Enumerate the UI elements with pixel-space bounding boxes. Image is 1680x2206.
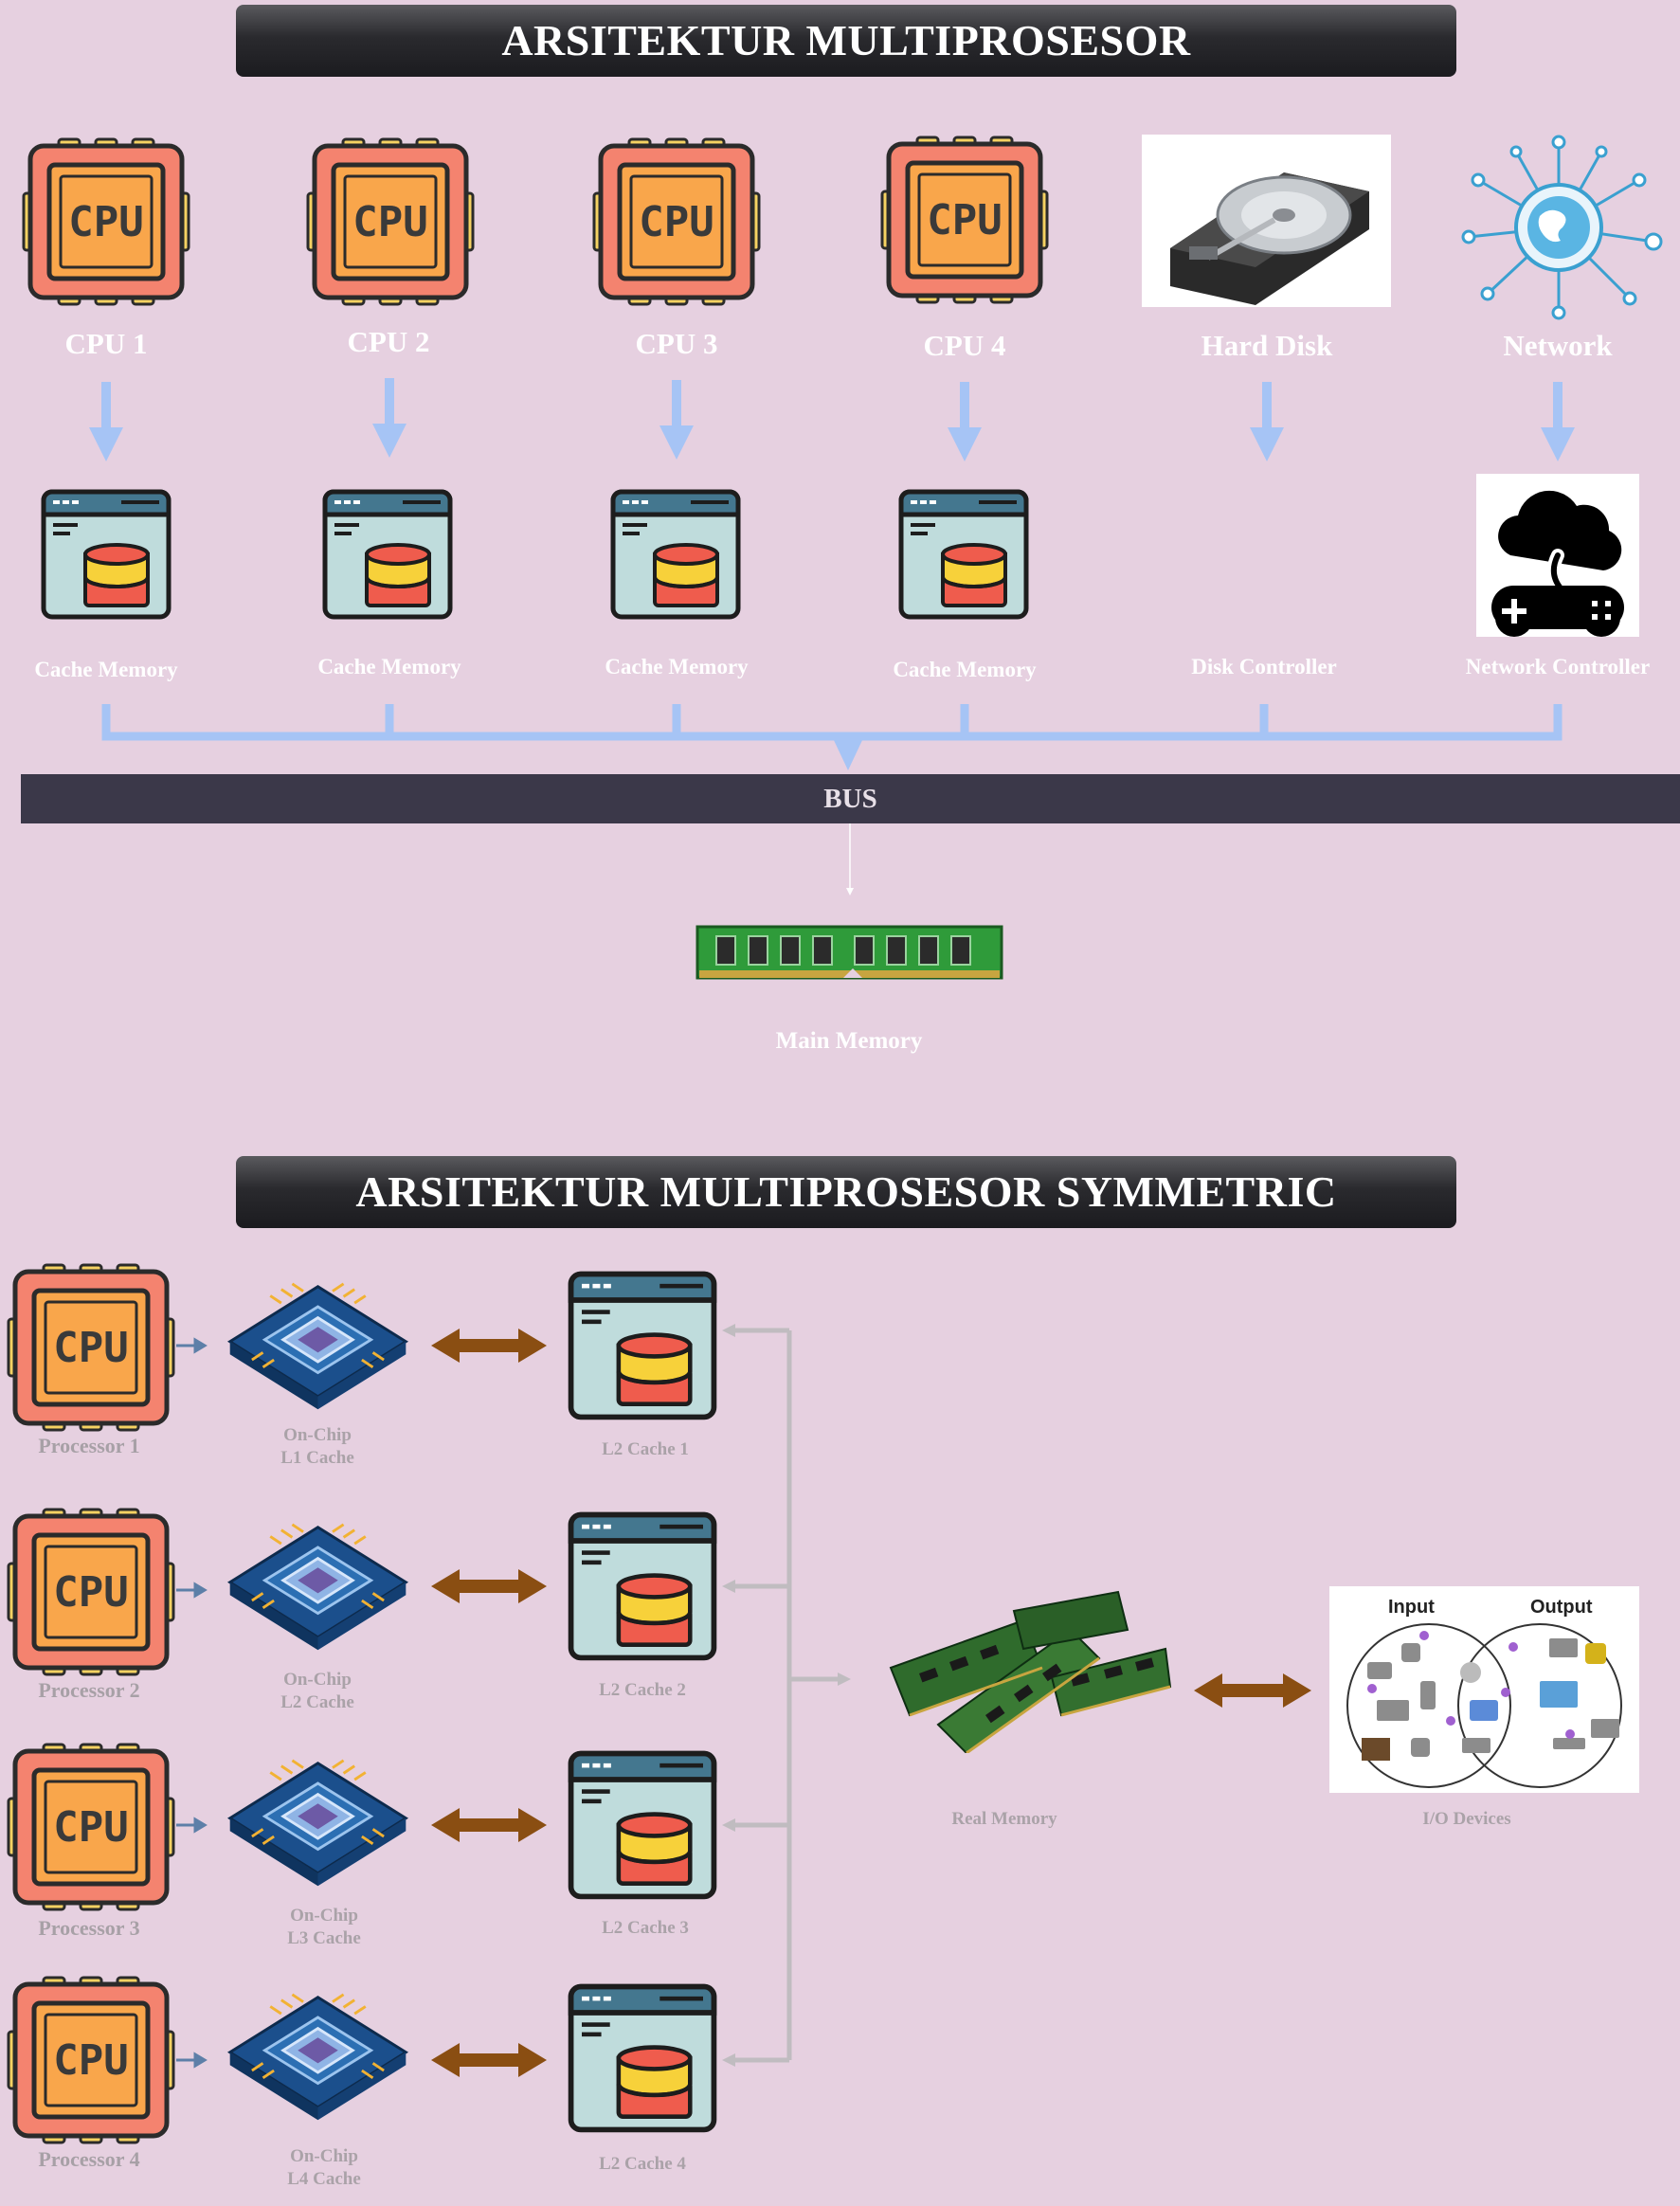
section1-connectors (89, 378, 1575, 770)
main-memory-icon (695, 925, 1003, 984)
svg-text:CPU: CPU (352, 198, 427, 246)
cpu-1-icon: CPU (21, 136, 191, 307)
cache-memory-4-label: Cache Memory (893, 658, 1037, 681)
hard-disk-label: Hard Disk (1201, 329, 1333, 362)
real-memory-label: Real Memory (951, 1809, 1057, 1829)
disk-controller-label: Disk Controller (1191, 655, 1337, 678)
cache-memory-4-icon (897, 488, 1030, 621)
svg-text:CPU: CPU (53, 1324, 128, 1372)
main-memory-label: Main Memory (775, 1028, 923, 1054)
svg-text:CPU: CPU (53, 1568, 128, 1617)
processor-3-icon: CPU (6, 1742, 176, 1912)
cpu-2-icon: CPU (305, 136, 476, 307)
cache-memory-3-label: Cache Memory (605, 655, 749, 678)
network-controller-label: Network Controller (1465, 655, 1651, 678)
processor-1-icon: CPU (6, 1262, 176, 1433)
cache-memory-2-label: Cache Memory (317, 655, 461, 678)
processor-2-label: Processor 2 (38, 1678, 140, 1702)
onchip-cache-4-label: On-Chip L4 Cache (287, 2146, 361, 2189)
processor-1-label: Processor 1 (38, 1434, 140, 1457)
down-arrow (1250, 382, 1284, 461)
cpu-3-label: CPU 3 (635, 327, 718, 360)
processor-4-label: Processor 4 (38, 2147, 140, 2171)
down-arrow (1541, 382, 1575, 461)
section1-title: ARSITEKTUR MULTIPROSESOR (501, 16, 1191, 64)
down-arrow (948, 382, 982, 461)
onchip-cache-2-label: On-Chip L2 Cache (280, 1670, 354, 1712)
io-devices-image: Input Output (1329, 1586, 1639, 1793)
network-globe-icon (1450, 133, 1668, 322)
svg-text:CPU: CPU (53, 1803, 128, 1852)
svg-text:CPU: CPU (68, 198, 143, 246)
down-arrow (372, 378, 406, 458)
network-controller-icon (1476, 474, 1639, 637)
cpu-4-icon: CPU (879, 135, 1050, 305)
bus-label: BUS (823, 784, 877, 814)
section1-title-banner: ARSITEKTUR MULTIPROSESOR (236, 5, 1456, 77)
onchip-cache-3-label: On-Chip L3 Cache (287, 1906, 361, 1948)
bus-to-memory-arrow (846, 823, 854, 895)
down-arrow (89, 382, 123, 461)
network-label: Network (1503, 329, 1613, 362)
io-devices-label: I/O Devices (1422, 1809, 1511, 1829)
section2-title-banner: ARSITEKTUR MULTIPROSESOR SYMMETRIC (236, 1156, 1456, 1228)
down-arrow (659, 380, 694, 460)
svg-text:CPU: CPU (639, 198, 714, 246)
bus-bar: BUS (21, 774, 1680, 823)
cache-memory-3-icon (609, 488, 742, 621)
cpu-1-label: CPU 1 (64, 327, 148, 360)
l2-cache-2-label: L2 Cache 2 (599, 1680, 686, 1700)
l2-cache-3-label: L2 Cache 3 (602, 1918, 689, 1938)
real-memory-image (881, 1582, 1175, 1753)
io-output-text: Output (1530, 1597, 1593, 1618)
section2-title: ARSITEKTUR MULTIPROSESOR SYMMETRIC (355, 1167, 1337, 1216)
cpu-4-label: CPU 4 (923, 329, 1006, 362)
svg-text:CPU: CPU (53, 2036, 128, 2085)
cache-memory-2-icon (321, 488, 454, 621)
section2-connectors (176, 1324, 1311, 2077)
cache-memory-1-label: Cache Memory (34, 658, 178, 681)
processor-2-icon: CPU (6, 1507, 176, 1677)
processor-3-label: Processor 3 (38, 1916, 140, 1940)
svg-text:CPU: CPU (927, 196, 1002, 244)
cpu-3-icon: CPU (591, 136, 762, 307)
onchip-cache-1-label: On-Chip L1 Cache (280, 1425, 354, 1468)
hard-disk-image (1142, 135, 1391, 307)
cpu-2-label: CPU 2 (347, 325, 430, 358)
l2-cache-1-label: L2 Cache 1 (602, 1439, 689, 1459)
l2-cache-4-label: L2 Cache 4 (599, 2154, 686, 2174)
io-input-text: Input (1388, 1597, 1435, 1618)
cache-memory-1-icon (40, 488, 172, 621)
processor-4-icon: CPU (6, 1975, 176, 2145)
